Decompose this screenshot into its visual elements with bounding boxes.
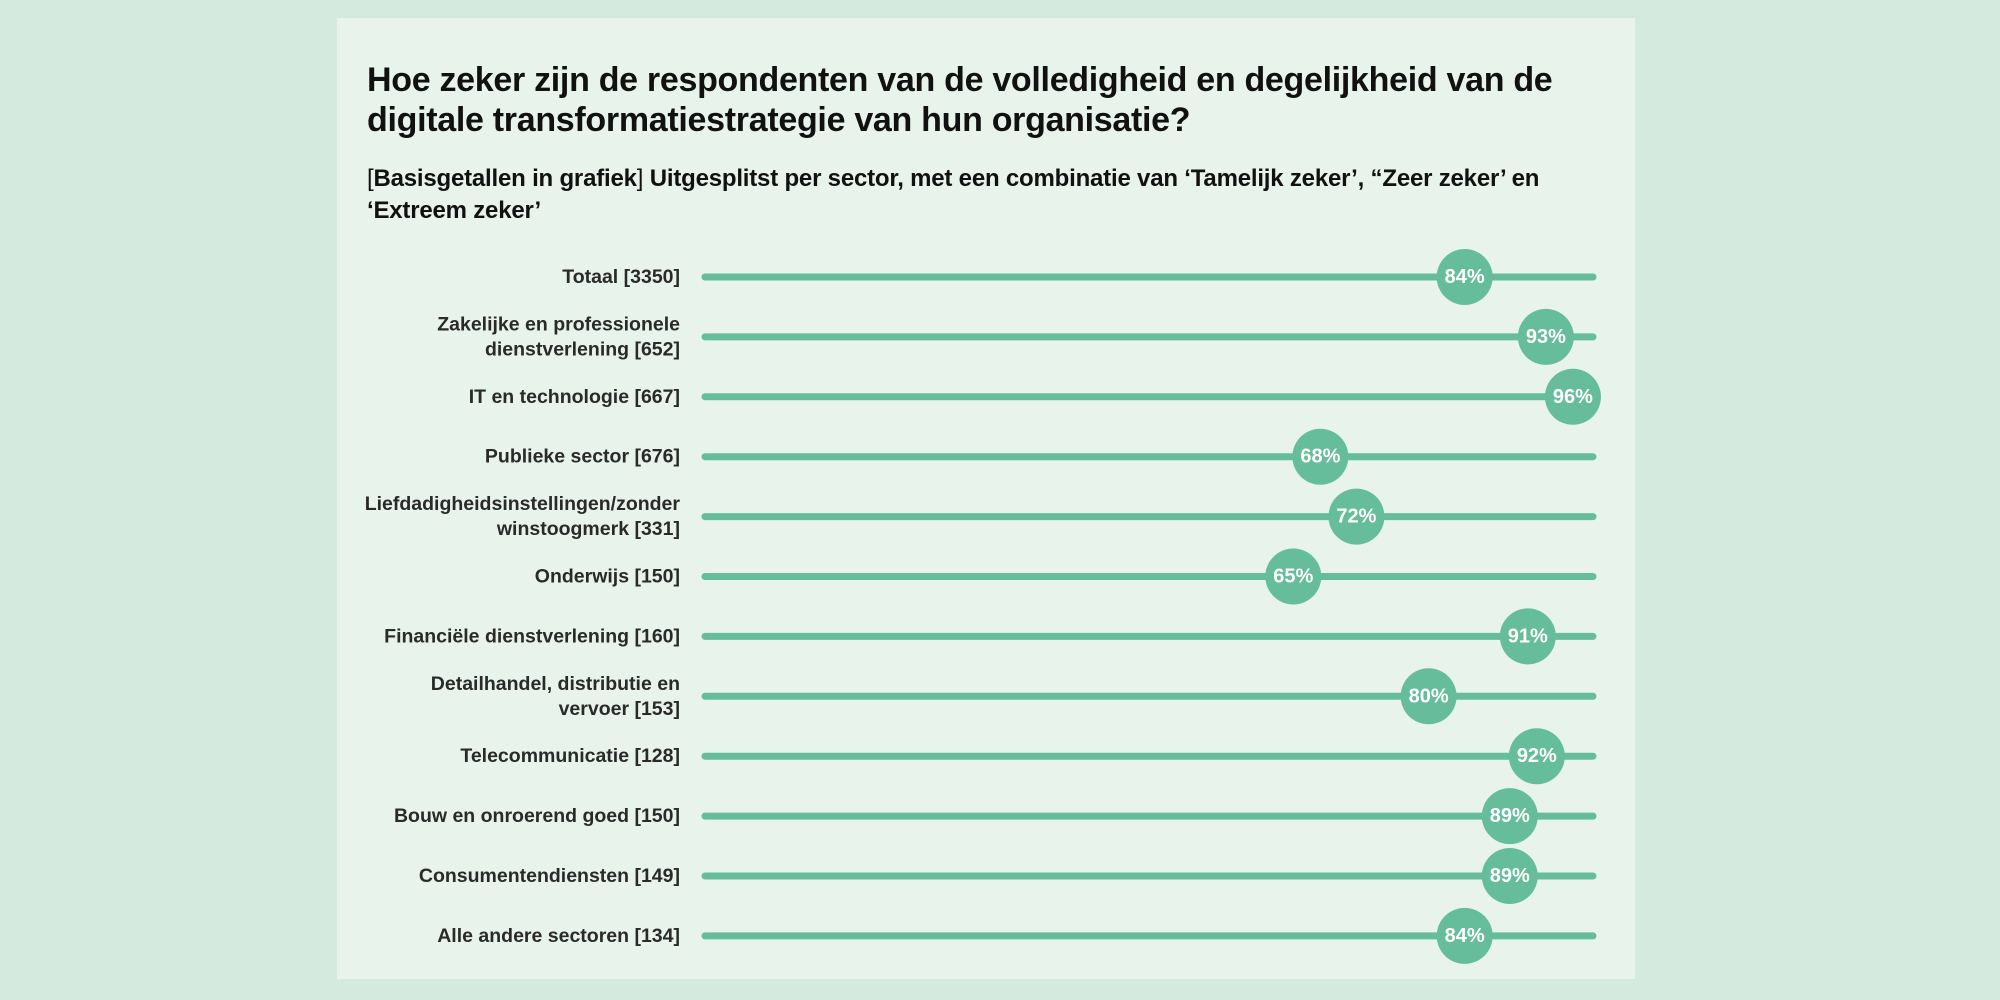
chart-row: Bouw en onroerend goed [150] 89%: [394, 788, 1597, 845]
chart-row: Alle andere sectoren [134] 84%: [437, 907, 1597, 964]
category-label: Detailhandel, distributie en vervoer [153…: [431, 673, 680, 720]
category-label: Financiële dienstverlening [160]: [384, 625, 680, 647]
chart-row: Totaal [3350] 84%: [562, 249, 1597, 305]
category-label-line: Totaal [3350]: [562, 266, 680, 288]
category-label: IT en technologie [667]: [469, 386, 680, 408]
chart-row: Publieke sector [676] 68%: [485, 428, 1597, 485]
category-label: Publieke sector [676]: [485, 446, 680, 468]
subtitle-text: Uitgesplitst per sector, met een combina…: [367, 165, 1540, 224]
value-label: 72%: [1336, 506, 1376, 528]
category-label-line: Onderwijs [150]: [535, 566, 680, 588]
value-dot: [1481, 848, 1538, 904]
category-label-line: winstoogmerk [331]: [496, 518, 680, 540]
category-label-line: Financiële dienstverlening [160]: [384, 625, 680, 647]
value-label: 89%: [1490, 865, 1530, 887]
category-label: Telecommunicatie [128]: [460, 745, 680, 767]
value-label: 84%: [1445, 266, 1485, 288]
value-dot: [1517, 308, 1574, 365]
value-dot: [1499, 608, 1556, 665]
category-label-line: Consumentendiensten [149]: [419, 865, 680, 887]
value-dot: [1436, 907, 1493, 964]
subtitle-bracket-text: Basisgetallen in grafiek: [373, 165, 637, 192]
category-label: Bouw en onroerend goed [150]: [394, 805, 680, 827]
value-label: 93%: [1526, 326, 1566, 348]
category-label: Totaal [3350]: [562, 266, 680, 288]
value-dot: [1292, 428, 1349, 485]
subtitle-bracket-open: [: [367, 165, 374, 192]
dot-chart: Totaal [3350] 84% Zakelijke en professione…: [365, 249, 1601, 964]
category-label-line: Liefdadigheidsinstellingen/zonder: [365, 493, 681, 515]
value-dot: [1508, 728, 1565, 785]
value-label: 91%: [1508, 625, 1548, 647]
category-label-line: dienstverlening [652]: [485, 338, 680, 360]
value-label: 65%: [1273, 566, 1313, 588]
value-label: 80%: [1409, 685, 1449, 707]
value-label: 96%: [1553, 386, 1593, 408]
value-label: 89%: [1490, 805, 1530, 827]
category-label-line: Telecommunicatie [128]: [460, 745, 680, 767]
value-label: 92%: [1517, 745, 1557, 767]
category-label-line: Zakelijke en professionele: [437, 313, 680, 335]
chart-row: IT en technologie [667] 96%: [469, 368, 1601, 425]
category-label-line: Bouw en onroerend goed [150]: [394, 805, 680, 827]
chart-row: Financiële dienstverlening [160] 91%: [384, 608, 1597, 665]
chart-row: Liefdadigheidsinstellingen/zonder winstoo…: [365, 488, 1597, 545]
category-label: Zakelijke en professionele dienstverlenin…: [437, 313, 680, 360]
category-label-line: Alle andere sectoren [134]: [437, 925, 680, 947]
chart-card: Hoe zeker zijn de respondenten van de vo…: [337, 18, 1635, 979]
category-label: Liefdadigheidsinstellingen/zonder winstoo…: [365, 493, 681, 540]
category-label-line: vervoer [153]: [559, 698, 680, 720]
value-dot: [1436, 249, 1493, 305]
chart-row: Zakelijke en professionele dienstverlenin…: [437, 308, 1597, 365]
chart-subtitle: [Basisgetallen in grafiek] Uitgesplitst …: [367, 163, 1567, 227]
value-dot: [1328, 488, 1385, 545]
value-label: 84%: [1445, 925, 1485, 947]
value-dot: [1544, 368, 1601, 425]
category-label: Onderwijs [150]: [535, 566, 680, 588]
chart-row: Onderwijs [150] 65%: [535, 548, 1597, 605]
category-label: Alle andere sectoren [134]: [437, 925, 680, 947]
category-label-line: IT en technologie [667]: [469, 386, 680, 408]
chart-title: Hoe zeker zijn de respondenten van de vo…: [367, 61, 1553, 139]
category-label-line: Publieke sector [676]: [485, 446, 680, 468]
category-label: Consumentendiensten [149]: [419, 865, 680, 887]
chart-row: Consumentendiensten [149] 89%: [419, 848, 1597, 904]
value-dot: [1481, 788, 1538, 845]
value-label: 68%: [1300, 446, 1340, 468]
chart-row: Telecommunicatie [128] 92%: [460, 728, 1597, 785]
value-dot: [1265, 548, 1322, 605]
subtitle-bracket-close: ]: [636, 165, 644, 192]
category-label-line: Detailhandel, distributie en: [431, 673, 680, 695]
value-dot: [1400, 668, 1457, 725]
chart-row: Detailhandel, distributie en vervoer [153…: [431, 668, 1597, 725]
